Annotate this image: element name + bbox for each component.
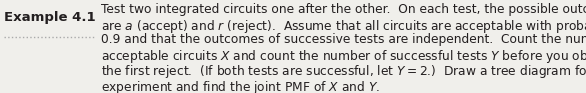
Text: acceptable circuits $X$ and count the number of successful tests $Y$ before you : acceptable circuits $X$ and count the nu… [101,48,586,65]
Text: Test two integrated circuits one after the other.  On each test, the possible ou: Test two integrated circuits one after t… [101,3,586,16]
Text: are $a$ (accept) and $r$ (reject).  Assume that all circuits are acceptable with: are $a$ (accept) and $r$ (reject). Assum… [101,18,586,35]
Text: experiment and find the joint PMF of $X$ and $Y$.: experiment and find the joint PMF of $X$… [101,79,380,93]
Text: the first reject.  (If both tests are successful, let $Y = 2$.)  Draw a tree dia: the first reject. (If both tests are suc… [101,63,586,80]
Text: 0.9 and that the outcomes of successive tests are independent.  Count the number: 0.9 and that the outcomes of successive … [101,33,586,46]
Text: Example 4.1: Example 4.1 [4,11,95,24]
